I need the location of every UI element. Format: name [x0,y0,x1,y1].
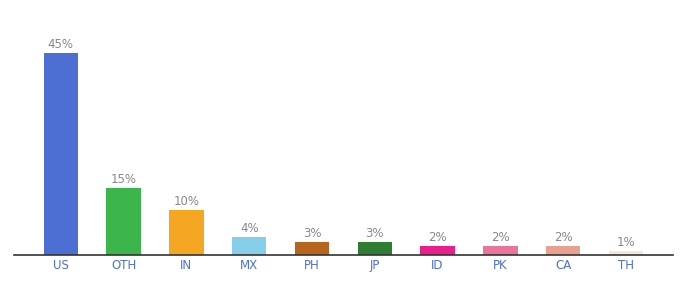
Bar [294,242,329,255]
Bar [483,246,517,255]
Bar [106,188,141,255]
Bar [420,246,455,255]
Text: 4%: 4% [240,222,258,235]
Text: 15%: 15% [111,173,137,186]
Text: 3%: 3% [366,227,384,240]
Text: 3%: 3% [303,227,321,240]
Bar [358,242,392,255]
Bar [44,52,78,255]
Bar [232,237,267,255]
Text: 45%: 45% [48,38,74,51]
Text: 1%: 1% [617,236,635,249]
Text: 10%: 10% [173,195,199,208]
Bar [546,246,581,255]
Text: 2%: 2% [428,231,447,244]
Text: 2%: 2% [554,231,573,244]
Bar [169,210,204,255]
Bar [609,250,643,255]
Text: 2%: 2% [491,231,510,244]
